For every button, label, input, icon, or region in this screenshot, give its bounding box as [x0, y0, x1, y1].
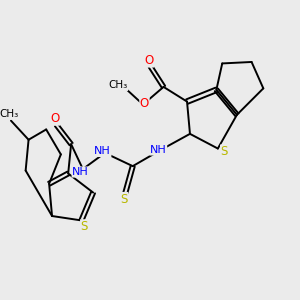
Text: S: S [220, 145, 228, 158]
Text: CH₃: CH₃ [108, 80, 128, 90]
Text: O: O [140, 97, 149, 110]
Text: S: S [81, 220, 88, 233]
Text: O: O [144, 54, 154, 67]
Text: CH₃: CH₃ [0, 109, 19, 119]
Text: NH: NH [72, 167, 89, 177]
Text: NH: NH [150, 145, 166, 155]
Text: S: S [120, 193, 128, 206]
Text: O: O [50, 112, 60, 125]
Text: NH: NH [94, 146, 111, 157]
